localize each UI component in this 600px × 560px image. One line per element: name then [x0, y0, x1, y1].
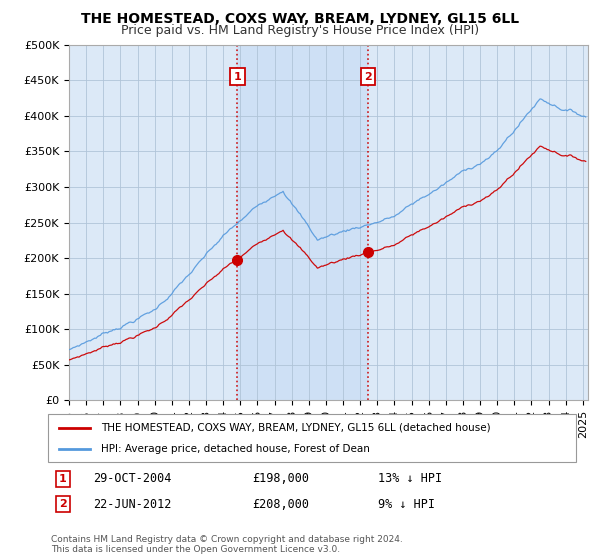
Bar [238, 45, 368, 400]
Text: Contains HM Land Registry data © Crown copyright and database right 2024.
This d: Contains HM Land Registry data © Crown c… [51, 535, 403, 554]
Text: THE HOMESTEAD, COXS WAY, BREAM, LYDNEY, GL15 6LL (detached house): THE HOMESTEAD, COXS WAY, BREAM, LYDNEY, … [101, 423, 490, 433]
Text: 9% ↓ HPI: 9% ↓ HPI [378, 497, 435, 511]
Text: 13% ↓ HPI: 13% ↓ HPI [378, 472, 442, 486]
Text: 29-OCT-2004: 29-OCT-2004 [93, 472, 172, 486]
Text: Price paid vs. HM Land Registry's House Price Index (HPI): Price paid vs. HM Land Registry's House … [121, 24, 479, 36]
Text: THE HOMESTEAD, COXS WAY, BREAM, LYDNEY, GL15 6LL: THE HOMESTEAD, COXS WAY, BREAM, LYDNEY, … [81, 12, 519, 26]
Text: 1: 1 [59, 474, 67, 484]
FancyBboxPatch shape [48, 414, 576, 462]
Text: 22-JUN-2012: 22-JUN-2012 [93, 497, 172, 511]
Text: £198,000: £198,000 [252, 472, 309, 486]
Text: 2: 2 [364, 72, 372, 82]
Text: HPI: Average price, detached house, Forest of Dean: HPI: Average price, detached house, Fore… [101, 444, 370, 454]
Text: 1: 1 [233, 72, 241, 82]
Text: 2: 2 [59, 499, 67, 509]
Text: £208,000: £208,000 [252, 497, 309, 511]
